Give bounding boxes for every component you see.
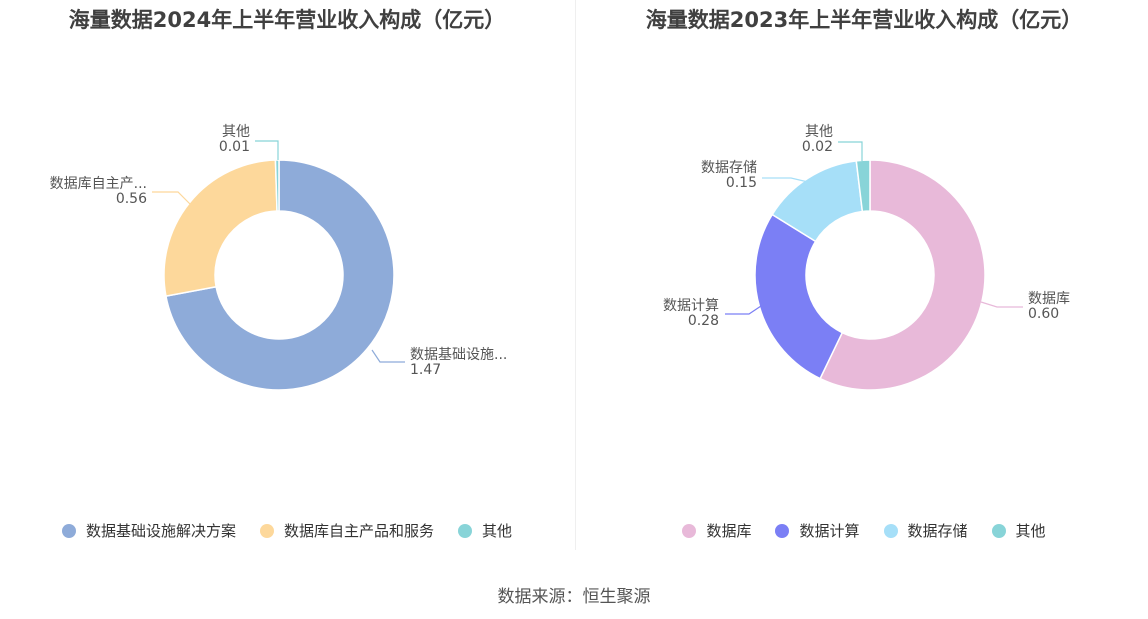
donut-slice[interactable] bbox=[855, 159, 871, 213]
slice-value-label: 0.15 bbox=[726, 175, 757, 191]
label-leader-line bbox=[255, 140, 279, 160]
slice-value-label: 1.47 bbox=[410, 362, 441, 378]
legend-item[interactable]: 数据库 bbox=[682, 520, 751, 541]
slice-label: 其他 bbox=[805, 124, 833, 140]
slice-value-label: 0.01 bbox=[219, 139, 250, 155]
legend-swatch bbox=[259, 523, 274, 538]
chart-panel-2024: 海量数据2024年上半年营业收入构成（亿元） 数据基础设施... 1.47 数据库自… bbox=[0, 0, 574, 560]
donut-slice[interactable] bbox=[274, 159, 280, 212]
chart-legend: 数据基础设施解决方案 数据库自主产品和服务 其他 bbox=[0, 520, 574, 541]
donut-chart-2024: 数据基础设施...1.47 数据库自主产...0.56 其他0.01 bbox=[50, 124, 507, 391]
label-leader-line bbox=[838, 141, 863, 161]
legend-swatch bbox=[883, 523, 898, 538]
slice-label: 数据基础设施... bbox=[410, 346, 507, 363]
slice-value-label: 0.56 bbox=[116, 191, 147, 207]
slice-label: 数据库 bbox=[1028, 291, 1070, 307]
legend-swatch bbox=[682, 523, 697, 538]
data-source-note: 数据来源：恒生聚源 bbox=[497, 587, 651, 607]
slice-label: 其他 bbox=[222, 124, 250, 140]
legend-swatch bbox=[991, 523, 1006, 538]
slice-label: 数据存储 bbox=[701, 160, 757, 176]
legend-swatch bbox=[775, 523, 790, 538]
slice-value-label: 0.28 bbox=[688, 313, 719, 329]
donut-slice[interactable] bbox=[754, 213, 844, 380]
label-leader-line bbox=[762, 177, 809, 183]
chart-legend: 数据库 数据计算 数据存储 其他 bbox=[577, 520, 1148, 541]
legend-item[interactable]: 其他 bbox=[991, 520, 1046, 541]
legend-swatch bbox=[458, 523, 472, 538]
legend-label: 数据计算 bbox=[799, 522, 860, 540]
panel-divider bbox=[575, 0, 576, 550]
legend-label: 其他 bbox=[1015, 522, 1046, 540]
legend-label: 数据库 bbox=[706, 522, 752, 540]
chart-panel-2023: 海量数据2023年上半年营业收入构成（亿元） 数据库 0.60 数据计算 0.28 数据… bbox=[577, 0, 1148, 560]
donut-slice[interactable] bbox=[165, 159, 395, 391]
legend-item[interactable]: 数据存储 bbox=[883, 520, 968, 541]
legend-item[interactable]: 其他 bbox=[458, 520, 512, 541]
legend-swatch bbox=[61, 523, 76, 538]
legend-item[interactable]: 数据库自主产品和服务 bbox=[259, 520, 434, 541]
legend-label: 数据基础设施解决方案 bbox=[85, 522, 236, 540]
label-leader-line bbox=[371, 349, 405, 363]
slice-value-label: 0.60 bbox=[1028, 306, 1059, 322]
label-leader-line bbox=[725, 305, 762, 315]
chart-title: 海量数据2024年上半年营业收入构成（亿元） bbox=[68, 8, 506, 32]
label-leader-line bbox=[980, 301, 1023, 308]
slice-value-label: 0.02 bbox=[802, 139, 833, 155]
legend-label: 数据库自主产品和服务 bbox=[283, 522, 434, 540]
donut-slice[interactable] bbox=[163, 159, 278, 298]
legend-label: 数据存储 bbox=[907, 522, 968, 540]
label-leader-line bbox=[152, 191, 192, 206]
slice-label: 数据计算 bbox=[663, 298, 719, 314]
slice-label: 数据库自主产... bbox=[50, 176, 147, 192]
legend-label: 其他 bbox=[482, 522, 513, 540]
legend-item[interactable]: 数据基础设施解决方案 bbox=[61, 520, 236, 541]
chart-title: 海量数据2023年上半年营业收入构成（亿元） bbox=[645, 8, 1083, 32]
donut-slice[interactable] bbox=[819, 159, 986, 391]
legend-item[interactable]: 数据计算 bbox=[775, 520, 860, 541]
